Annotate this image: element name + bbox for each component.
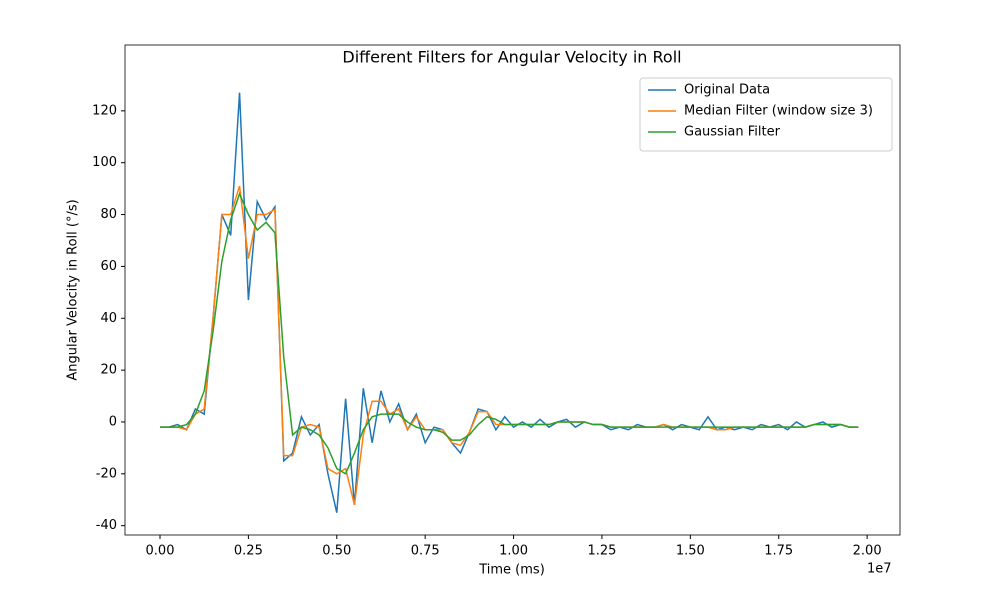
y-tick-label: -20 [96,466,117,481]
y-tick-label: -40 [96,518,117,533]
y-tick-label: 60 [100,259,117,274]
y-tick-label: 0 [109,414,117,429]
x-axis-label: Time (ms) [478,563,545,578]
y-tick-label: 40 [100,311,117,326]
x-tick-label: 1.50 [676,544,705,559]
chart-title: Different Filters for Angular Velocity i… [342,48,681,67]
y-axis-label: Angular Velocity in Roll (°/s) [66,199,81,380]
x-tick-label: 0.50 [322,544,351,559]
y-tick-label: 20 [100,363,117,378]
x-tick-label: 0.25 [234,544,263,559]
x-tick-label: 1.75 [764,544,793,559]
x-tick-label: 0.75 [411,544,440,559]
plot-frame [124,44,901,536]
x-tick-label: 2.00 [853,544,882,559]
y-tick-label: 120 [92,103,117,118]
legend-box [639,77,893,152]
x-tick-label: 0.00 [146,544,175,559]
line-series [160,191,859,475]
legend-label: Median Filter (window size 3) [684,104,873,119]
legend-label: Gaussian Filter [684,125,781,140]
x-tick-label: 1.00 [499,544,528,559]
x-offset-text: 1e7 [867,562,892,577]
x-tick-label: 1.25 [587,544,616,559]
legend-label: Original Data [684,83,770,98]
y-tick-label: 80 [100,207,117,222]
y-tick-label: 100 [92,155,117,170]
